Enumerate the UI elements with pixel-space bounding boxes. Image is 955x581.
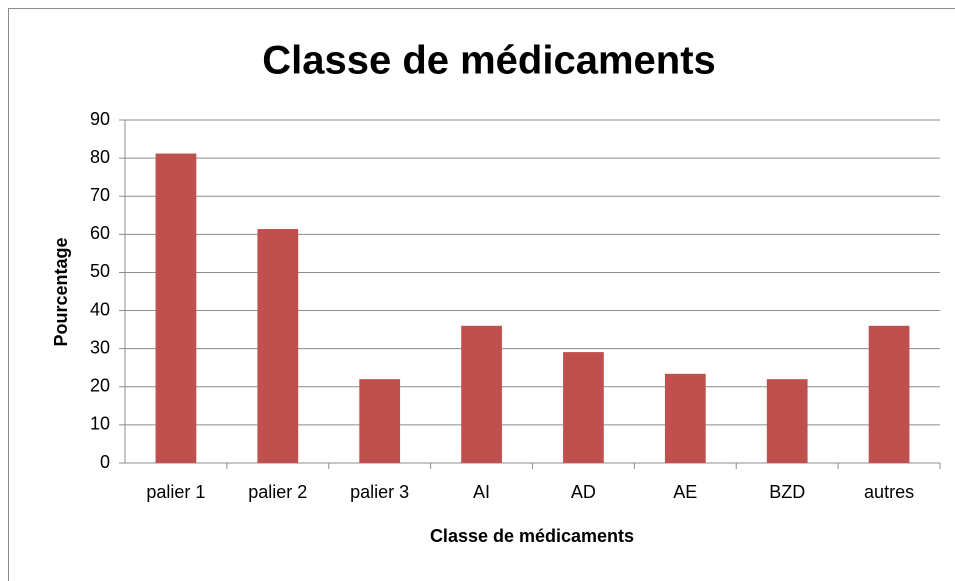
y-axis-label: Pourcentage [51,237,71,346]
bar [359,379,401,463]
y-tick-label: 10 [90,414,110,434]
y-tick-label: 70 [90,185,110,205]
x-tick-label: palier 2 [248,482,307,502]
x-axis-label: Classe de médicaments [430,526,634,546]
bar [868,325,910,463]
x-tick-label: AE [673,482,697,502]
y-tick-label: 80 [90,147,110,167]
x-tick-label: AI [473,482,490,502]
y-tick-label: 0 [100,452,110,472]
x-tick-label: AD [571,482,596,502]
x-tick-label: BZD [769,482,805,502]
bar [155,153,197,463]
bar [257,228,299,463]
y-tick-label: 20 [90,376,110,396]
x-tick-label: autres [864,482,914,502]
y-tick-label: 50 [90,261,110,281]
x-tick-label: palier 3 [350,482,409,502]
y-tick-label: 30 [90,337,110,357]
bar [563,352,604,463]
y-tick-label: 60 [90,223,110,243]
chart-title: Classe de médicaments [262,39,716,83]
y-tick-label: 40 [90,299,110,319]
bar [766,379,808,463]
x-tick-label: palier 1 [146,482,205,502]
bar [664,373,706,463]
bar [461,325,502,463]
y-tick-label: 90 [90,109,110,129]
